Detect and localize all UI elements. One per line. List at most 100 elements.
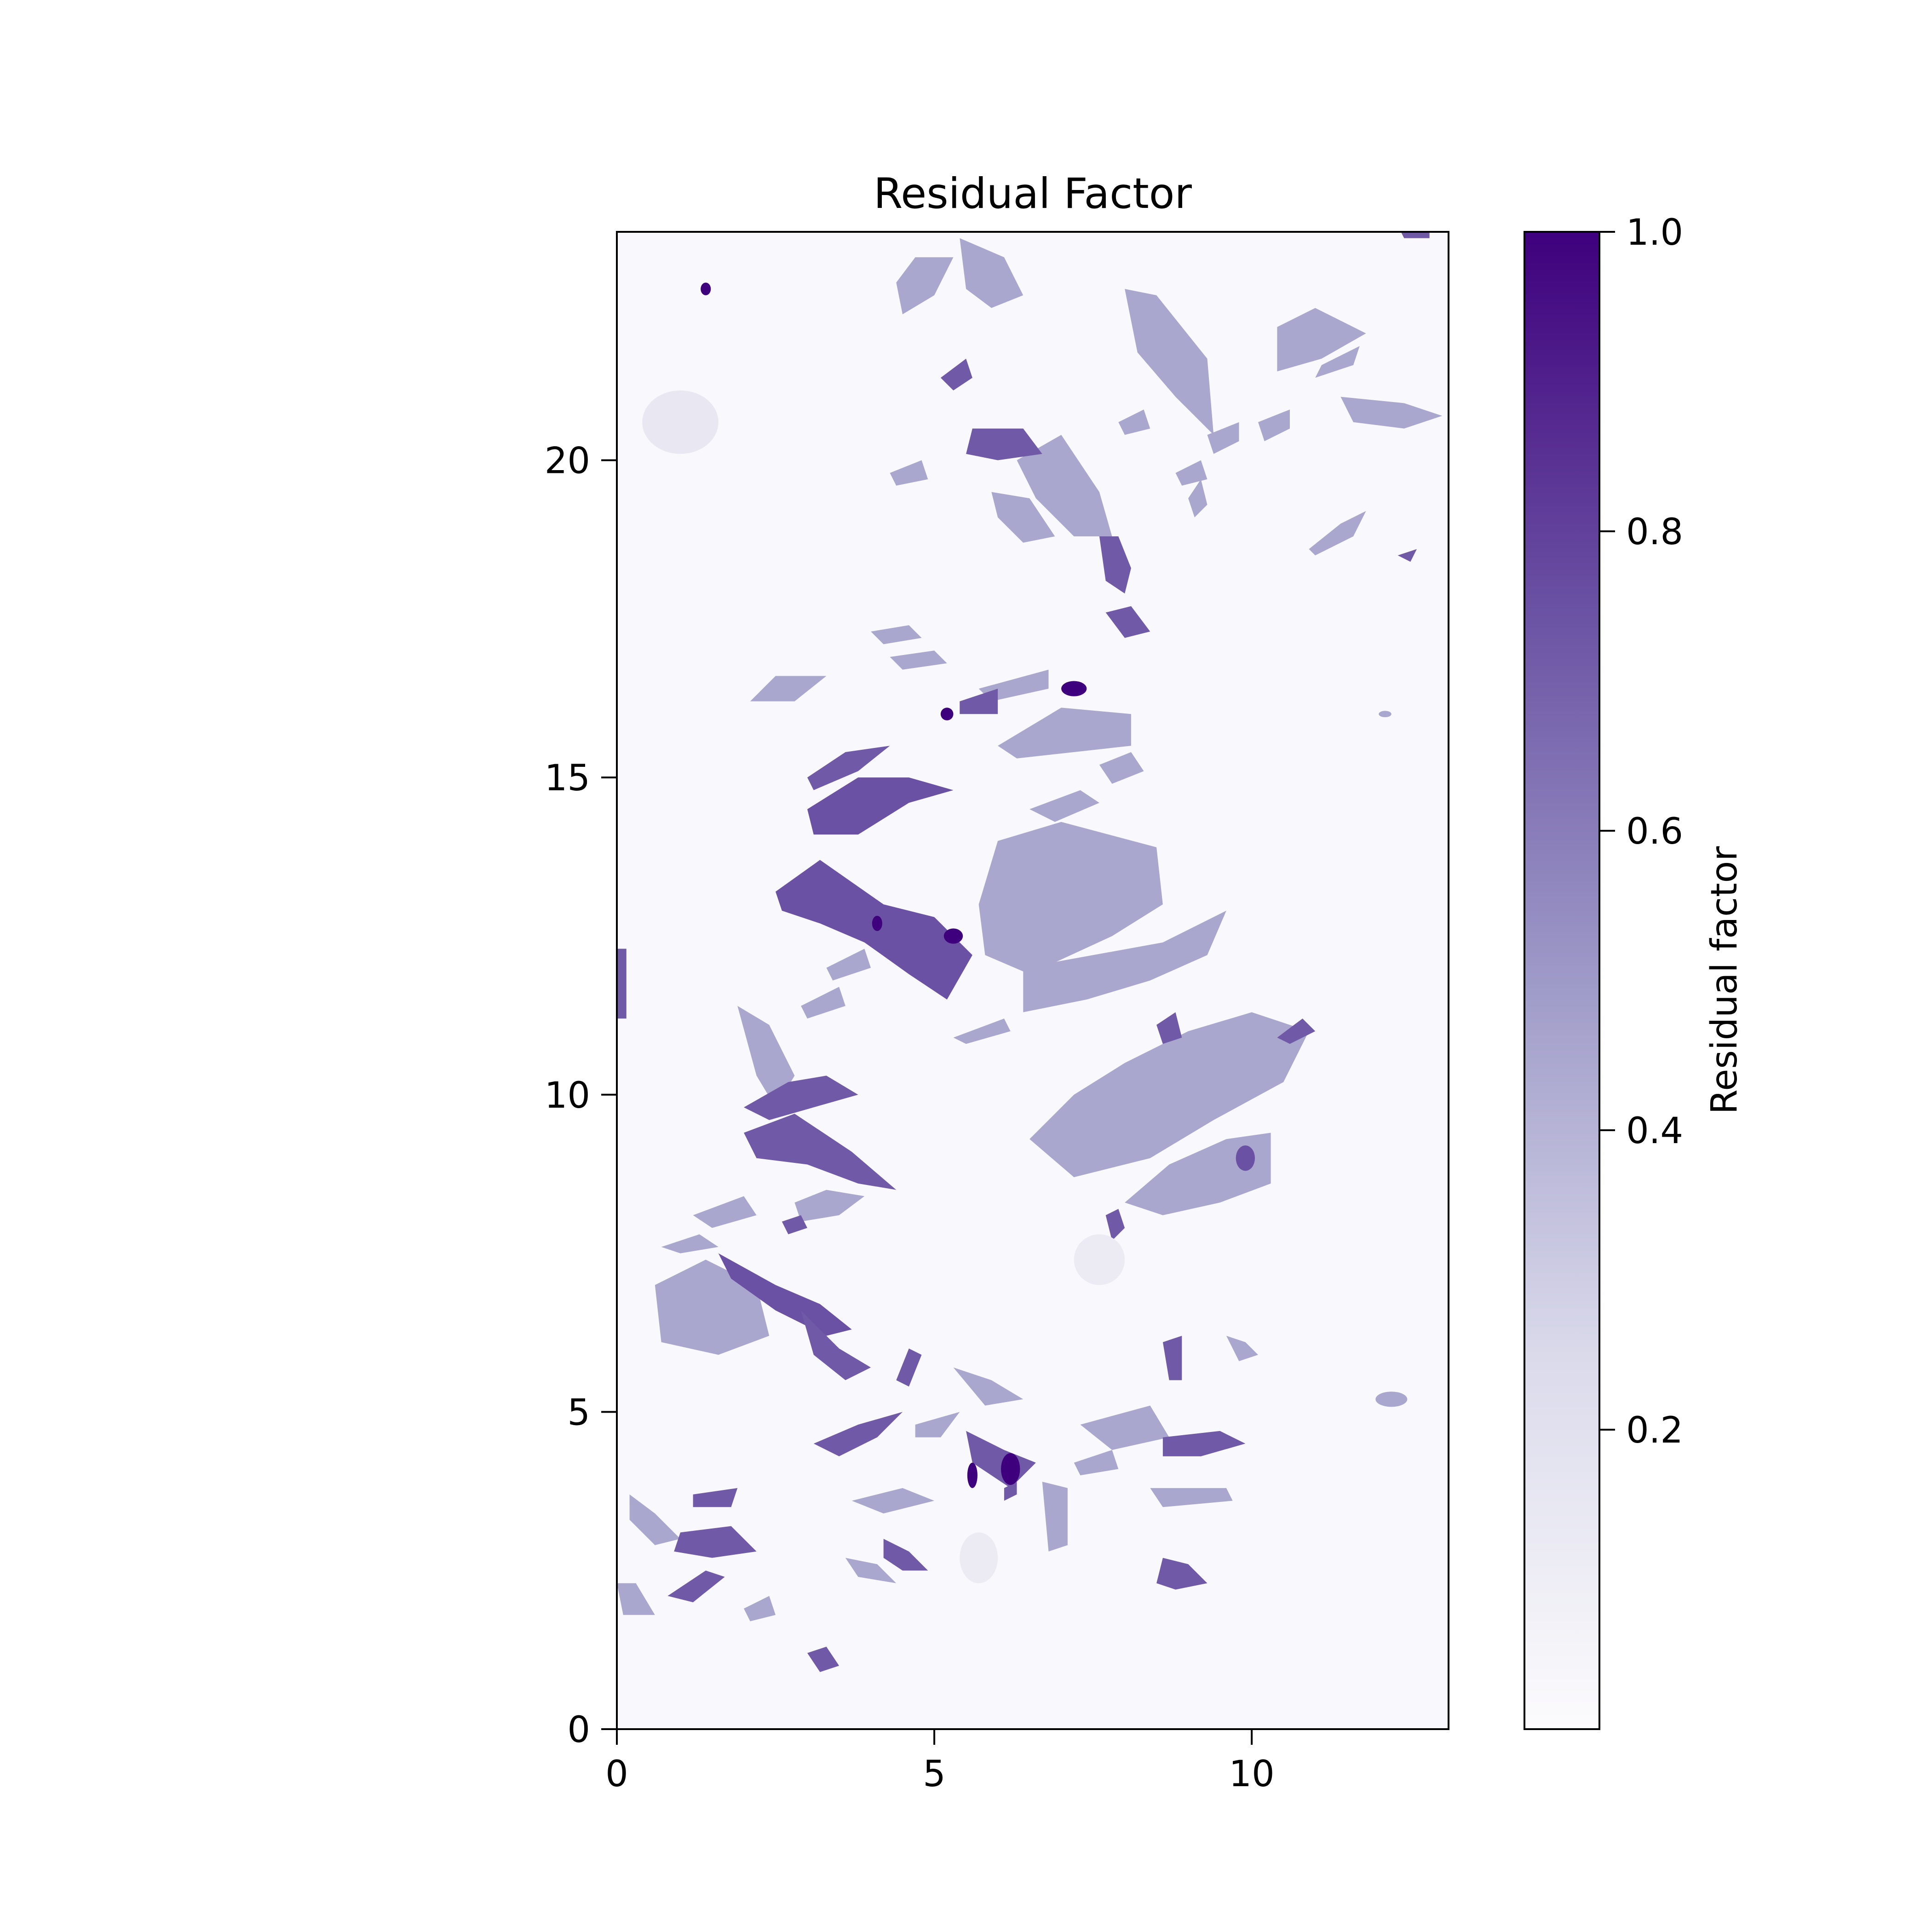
heatmap-patch: [1401, 232, 1430, 238]
colorbar-tick-label: 0.4: [1626, 1110, 1683, 1152]
colorbar-tick-label: 0.6: [1626, 811, 1683, 852]
colorbar-label: Residual factor: [1704, 846, 1745, 1115]
heatmap-patch: [782, 1215, 807, 1235]
heatmap-patches: [617, 232, 1443, 1672]
heatmap-patch: [966, 428, 1042, 460]
heatmap-patch: [1023, 910, 1226, 1012]
heatmap-patch: [617, 1583, 655, 1615]
heatmap-patch: [693, 1196, 757, 1228]
y-tick-label: 10: [545, 1075, 590, 1116]
heatmap-patch: [1105, 606, 1150, 638]
heatmap-patch: [801, 987, 845, 1019]
x-axis: 0 5 10: [605, 1729, 1275, 1795]
plot-area: [616, 231, 1449, 1730]
y-tick-label: 5: [567, 1392, 590, 1433]
heatmap-spot: [872, 915, 882, 931]
heatmap-patch: [1340, 397, 1443, 429]
heatmap-patch: [1125, 289, 1214, 435]
heatmap-patch: [1150, 1488, 1233, 1507]
heatmap-patch: [750, 676, 827, 702]
heatmap-patch: [1074, 1450, 1119, 1476]
heatmap-patch: [1258, 409, 1290, 442]
heatmap-spot: [642, 390, 719, 454]
heatmap-patch: [1188, 479, 1208, 518]
heatmap-patch: [1226, 1335, 1258, 1361]
heatmap-patch: [1397, 549, 1417, 562]
x-tick-label: 10: [1229, 1754, 1275, 1795]
x-tick-label: 5: [923, 1754, 946, 1795]
x-tick-label: 0: [605, 1754, 628, 1795]
heatmap-patch: [960, 689, 998, 714]
heatmap-spot: [967, 1462, 978, 1488]
heatmap-patch: [1162, 1431, 1246, 1456]
heatmap-spot: [1000, 1453, 1020, 1485]
heatmap-patch: [1175, 460, 1208, 486]
heatmap-spot: [701, 282, 711, 295]
y-tick-label: 0: [567, 1709, 590, 1751]
heatmap-spot: [1379, 711, 1392, 718]
colorbar-tick-label: 0.2: [1626, 1410, 1683, 1451]
heatmap-patch: [807, 746, 890, 790]
heatmap-patch: [1162, 1335, 1182, 1380]
heatmap-patch: [1105, 1209, 1125, 1241]
heatmap-patch: [693, 1488, 738, 1507]
heatmap-patch: [1125, 1133, 1271, 1215]
heatmap-patch: [1156, 1558, 1208, 1590]
heatmap-patch: [1309, 511, 1366, 556]
colorbar-tick-label: 0.8: [1626, 512, 1683, 553]
heatmap-patch: [629, 1494, 680, 1545]
heatmap-patch: [794, 1190, 865, 1222]
heatmap-patch: [915, 1412, 960, 1438]
heatmap-spot: [1375, 1392, 1408, 1407]
heatmap-patch: [1080, 1405, 1169, 1450]
heatmap-patch: [807, 777, 954, 835]
heatmap-spot: [1074, 1234, 1125, 1285]
y-axis: 0 5 10 15 20: [545, 441, 617, 1751]
heatmap-patch: [807, 1646, 840, 1672]
heatmap-patch: [1099, 752, 1144, 784]
heatmap-patch: [813, 1412, 903, 1456]
heatmap-patch: [661, 1234, 719, 1254]
heatmap-patch: [674, 1526, 757, 1558]
heatmap-patch: [953, 1367, 1024, 1406]
heatmap-patch: [896, 1348, 922, 1387]
heatmap-patch: [744, 1075, 858, 1120]
heatmap-patch: [991, 492, 1055, 543]
colorbar-gradient: [1524, 231, 1600, 1730]
heatmap-patch: [890, 460, 928, 486]
heatmap-patch: [1277, 1018, 1316, 1044]
heatmap-patch: [776, 860, 972, 1000]
heatmap-patch: [845, 1558, 897, 1583]
heatmap-patch: [896, 257, 954, 315]
heatmap-patch: [960, 238, 1024, 308]
colorbar-tick-label: 1.0: [1626, 212, 1683, 253]
heatmap-patch: [1277, 308, 1366, 372]
heatmap-spot: [943, 928, 963, 944]
heatmap-patch: [1207, 422, 1239, 454]
heatmap-patch: [1017, 435, 1112, 536]
heatmap-patch: [953, 1018, 1011, 1044]
heatmap-patch: [1118, 409, 1150, 435]
heatmap-patch: [1029, 1012, 1309, 1178]
y-tick-label: 20: [545, 441, 590, 482]
heatmap-patch: [871, 625, 922, 644]
heatmap-patch: [744, 1596, 776, 1622]
heatmap-patch: [801, 1310, 871, 1380]
colorbar-ticks: 0.2 0.4 0.6 0.8 1.0: [1599, 212, 1683, 1451]
heatmap-patch: [1156, 1012, 1182, 1044]
heatmap-spot: [960, 1532, 998, 1583]
heatmap-patch: [1315, 346, 1360, 378]
heatmap-patch: [826, 949, 871, 981]
heatmap-spot: [1061, 681, 1087, 696]
heatmap-patch: [998, 707, 1131, 759]
heatmap-patch: [883, 1539, 928, 1571]
heatmap-patch: [890, 650, 947, 670]
heatmap-patch: [1042, 1482, 1068, 1552]
colorbar: 0.2 0.4 0.6 0.8 1.0 Residual factor: [1524, 212, 1745, 1730]
heatmap-spot: [1236, 1145, 1255, 1171]
heatmap-patch: [667, 1570, 725, 1603]
heatmap-spot: [940, 707, 954, 721]
heatmap-patch: [1029, 790, 1099, 822]
heatmap-patch: [737, 1006, 795, 1108]
